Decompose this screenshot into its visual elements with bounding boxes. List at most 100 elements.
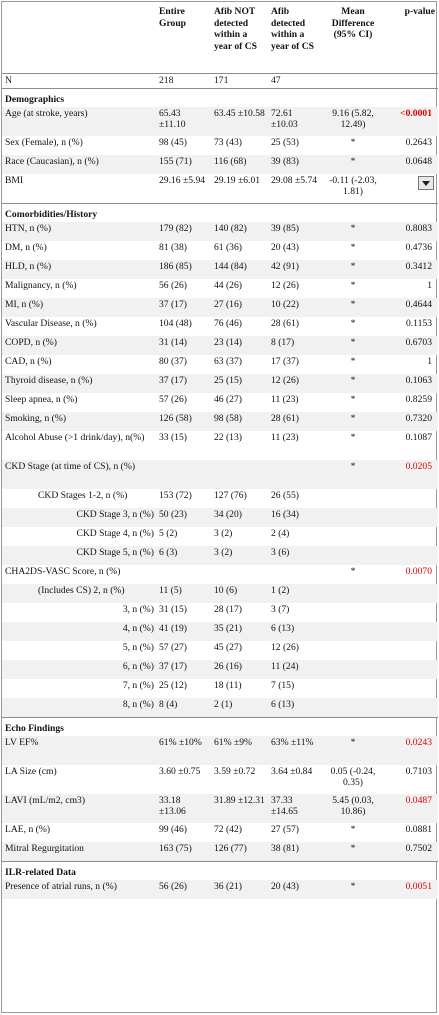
afib-not-detected-value: 3 (2) bbox=[214, 528, 233, 539]
n-row: N 218 171 47 bbox=[2, 72, 438, 89]
afib-detected-value: 11 (24) bbox=[268, 660, 321, 679]
afib-detected-value: 12 (26) bbox=[268, 374, 321, 393]
table-row: 7, n (%) 25 (12) 18 (11) 7 (15) bbox=[2, 679, 438, 698]
row-label: DM, n (%) bbox=[5, 242, 47, 253]
afib-not-detected-value: 144 (84) bbox=[211, 260, 268, 279]
section-title: ILR-related Data bbox=[2, 860, 438, 880]
mean-difference-value: * bbox=[350, 242, 356, 253]
table-row: CKD Stage 3, n (%) 50 (23) 34 (20) 16 (34) bbox=[2, 508, 438, 527]
p-value: 0.1063 bbox=[385, 374, 438, 393]
table-row: Presence of atrial runs, n (%) 56 (26) 36 … bbox=[2, 880, 438, 899]
afib-detected-value: 12 (26) bbox=[271, 642, 299, 653]
table-row: Smoking, n (%) 126 (58) 98 (58) 28 (61) * 0.7… bbox=[2, 412, 438, 431]
afib-not-detected-value: 23 (14) bbox=[211, 336, 268, 355]
p-value: 0.8083 bbox=[385, 222, 438, 241]
afib-detected-value: 6 (13) bbox=[268, 698, 321, 717]
section-title: Comorbidities/History bbox=[2, 202, 438, 222]
dropdown-button[interactable] bbox=[418, 176, 434, 190]
mean-difference-value bbox=[321, 698, 385, 717]
table-row: Race (Caucasian), n (%) 155 (71) 116 (68) 3… bbox=[2, 155, 438, 174]
row-label: Vascular Disease, n (%) bbox=[5, 318, 97, 329]
afib-not-detected-value: 22 (13) bbox=[214, 432, 242, 443]
row-label: CKD Stage 3, n (%) bbox=[2, 508, 156, 527]
table-row: Vascular Disease, n (%) 104 (48) 76 (46) 28… bbox=[2, 317, 438, 336]
entire-group-value: 155 (71) bbox=[156, 155, 211, 174]
afib-not-detected-value: 36 (21) bbox=[211, 880, 268, 899]
entire-group-value: 179 (82) bbox=[156, 222, 211, 241]
afib-not-detected-value: 2 (1) bbox=[211, 698, 268, 717]
row-label: Smoking, n (%) bbox=[2, 412, 156, 431]
p-value: 0.1153 bbox=[405, 318, 432, 329]
row-label: 4, n (%) bbox=[2, 622, 156, 641]
afib-not-detected-value: 45 (27) bbox=[214, 642, 242, 653]
row-label: COPD, n (%) bbox=[2, 336, 156, 355]
mean-difference-value: * bbox=[321, 460, 385, 489]
entire-group-value: 29.16 ±5.94 bbox=[159, 175, 206, 186]
afib-not-detected-value: 26 (16) bbox=[211, 660, 268, 679]
mean-difference-value: * bbox=[321, 880, 385, 899]
table-row: Age (at stroke, years) 65.43 ±11.10 63.45 … bbox=[2, 107, 438, 136]
entire-group-value: 3.60 ±0.75 bbox=[159, 766, 201, 777]
p-value bbox=[385, 584, 438, 603]
afib-not-detected-value: 34 (20) bbox=[211, 508, 268, 527]
afib-not-detected-value: 3 (2) bbox=[211, 546, 268, 565]
afib-detected-value: 16 (34) bbox=[268, 508, 321, 527]
afib-detected-value: 17 (37) bbox=[271, 356, 299, 367]
p-value bbox=[385, 527, 438, 546]
p-value: 0.6703 bbox=[385, 336, 438, 355]
p-value: 0.7502 bbox=[385, 842, 438, 861]
afib-detected-value: 3.64 ±0.84 bbox=[271, 766, 313, 777]
afib-not-detected-value: 63.45 ±10.58 bbox=[211, 107, 268, 136]
afib-detected-value: 3 (6) bbox=[268, 546, 321, 565]
mean-difference-value: * bbox=[350, 280, 356, 291]
p-value: 0.0487 bbox=[385, 794, 438, 823]
entire-group-value: 56 (26) bbox=[159, 280, 187, 291]
p-value: 0.3412 bbox=[385, 260, 438, 279]
table-row: LAVI (mL/m2, cm3) 33.18 ±13.06 31.89 ±12.3… bbox=[2, 794, 438, 823]
entire-group-value: 8 (4) bbox=[156, 698, 211, 717]
entire-group-value: 98 (45) bbox=[159, 137, 187, 148]
afib-detected-value: 20 (43) bbox=[271, 242, 299, 253]
mean-difference-value: 5.45 (0.03, 10.86) bbox=[321, 794, 385, 823]
entire-group-value: 37 (17) bbox=[156, 660, 211, 679]
afib-not-detected-value: 10 (6) bbox=[211, 584, 268, 603]
row-label: CAD, n (%) bbox=[5, 356, 52, 367]
entire-group-value: 99 (46) bbox=[159, 824, 187, 835]
p-value bbox=[385, 641, 438, 660]
entire-group-value: 57 (27) bbox=[159, 642, 187, 653]
entire-group-value: 37 (17) bbox=[156, 374, 211, 393]
afib-detected-value: 2 (4) bbox=[271, 528, 290, 539]
afib-detected-value: 72.61 ±10.03 bbox=[268, 107, 321, 136]
header-label bbox=[2, 2, 156, 73]
entire-group-value: 163 (75) bbox=[156, 842, 211, 861]
table-row: 5, n (%) 57 (27) 45 (27) 12 (26) bbox=[2, 641, 438, 660]
header-mean-difference: Mean Difference (95% CI) bbox=[331, 6, 375, 40]
p-value: 1 bbox=[427, 280, 432, 291]
afib-not-detected-value: 140 (82) bbox=[211, 222, 268, 241]
cha-header-label: CHA2DS-VASC Score, n (%) bbox=[5, 566, 121, 577]
blank bbox=[268, 460, 321, 489]
afib-detected-value: 11 (23) bbox=[271, 394, 299, 405]
table-row: 4, n (%) 41 (19) 35 (21) 6 (13) bbox=[2, 622, 438, 641]
entire-group-value: 61% ±10% bbox=[156, 736, 211, 765]
entire-group-value: 25 (12) bbox=[159, 680, 187, 691]
p-value bbox=[385, 546, 438, 565]
entire-group-value: 6 (3) bbox=[156, 546, 211, 565]
row-label: LA Size (cm) bbox=[5, 766, 57, 777]
header-p-value: p-value bbox=[404, 6, 435, 17]
afib-detected-value: 6 (13) bbox=[268, 622, 321, 641]
header-afib-not-detected: Afib NOT detected within a year of CS bbox=[214, 6, 257, 52]
table-row: Malignancy, n (%) 56 (26) 44 (26) 12 (26) * 1 bbox=[2, 279, 438, 298]
n-detected: 47 bbox=[268, 72, 321, 89]
mean-difference-value bbox=[321, 660, 385, 679]
p-value: 0.0881 bbox=[405, 824, 432, 835]
n-label: N bbox=[2, 72, 156, 89]
afib-detected-value: 27 (57) bbox=[271, 824, 299, 835]
afib-detected-value: 26 (55) bbox=[271, 490, 299, 501]
blank bbox=[268, 565, 321, 584]
table-header: Entire Group Afib NOT detected within a … bbox=[2, 2, 438, 73]
entire-group-value: 50 (23) bbox=[156, 508, 211, 527]
row-label: LV EF% bbox=[2, 736, 156, 765]
row-label: (Includes CS) 2, n (%) bbox=[2, 584, 156, 603]
